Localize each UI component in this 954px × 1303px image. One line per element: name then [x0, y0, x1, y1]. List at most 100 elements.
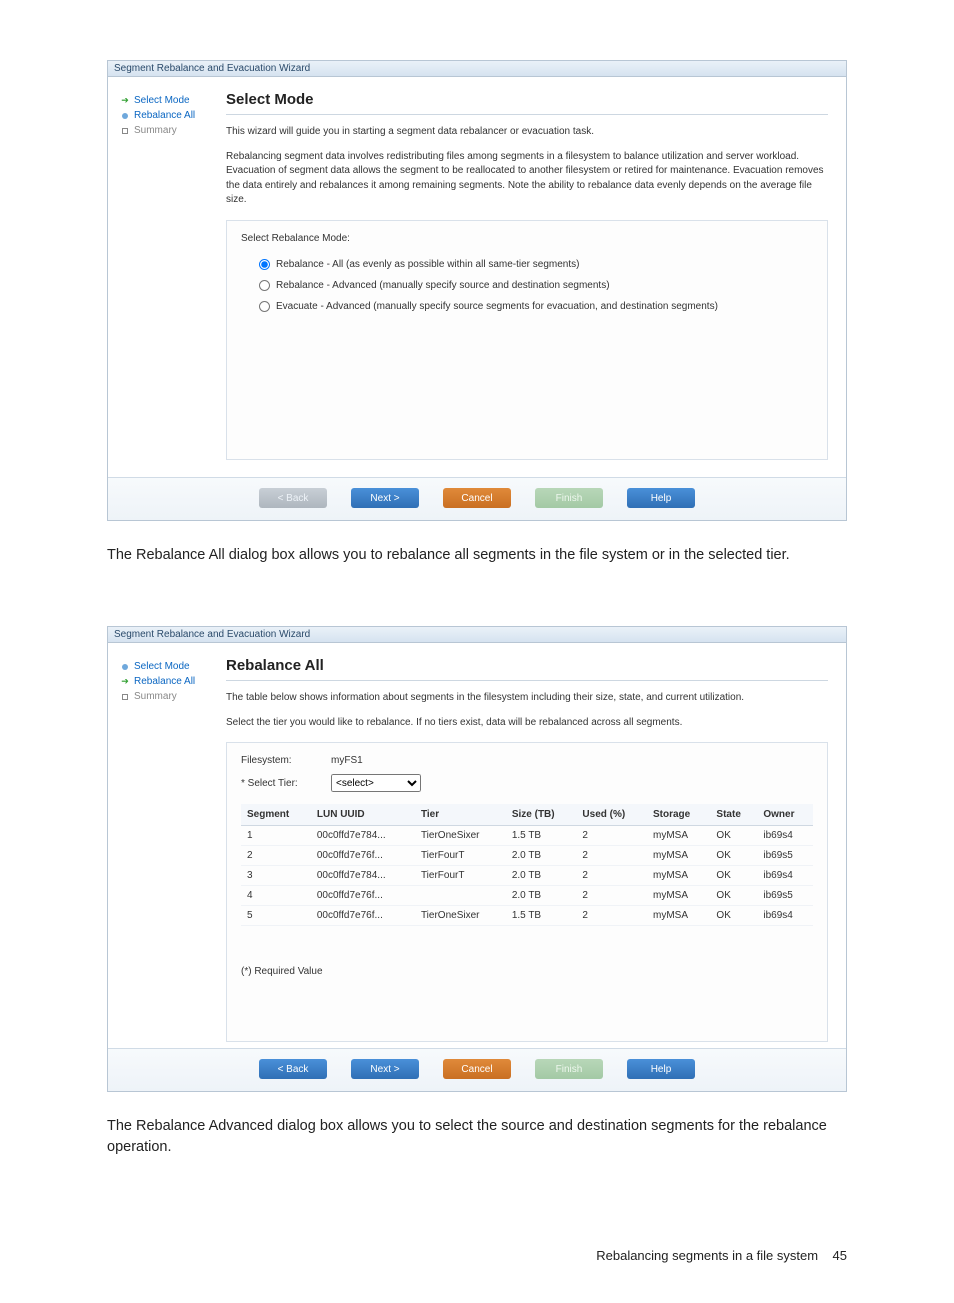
divider [226, 680, 828, 681]
table-cell: 00c0ffd7e76f... [311, 906, 415, 926]
col-lun-uuid[interactable]: LUN UUID [311, 804, 415, 826]
table-cell: 2.0 TB [506, 886, 577, 906]
table-cell: 2.0 TB [506, 866, 577, 886]
table-row[interactable]: 100c0ffd7e784...TierOneSixer1.5 TB2myMSA… [241, 826, 813, 846]
cancel-button[interactable]: Cancel [443, 488, 511, 508]
radio-rebalance-advanced[interactable] [259, 280, 270, 291]
arrow-icon: ➔ [120, 677, 130, 687]
help-button[interactable]: Help [627, 488, 695, 508]
wizard-main: Rebalance All The table below shows info… [226, 643, 846, 1048]
select-tier-dropdown[interactable]: <select> [331, 774, 421, 792]
col-tier[interactable]: Tier [415, 804, 506, 826]
subheading: Select Rebalance Mode: [241, 233, 813, 244]
sidebar-item-rebalance-all[interactable]: Rebalance All [120, 108, 222, 123]
option-rebalance-all[interactable]: Rebalance - All (as evenly as possible w… [241, 254, 813, 275]
box-icon [120, 126, 130, 136]
table-cell: 00c0ffd7e784... [311, 866, 415, 886]
table-cell: OK [710, 866, 757, 886]
table-cell: TierOneSixer [415, 826, 506, 846]
wizard-sidebar: Select Mode ➔ Rebalance All Summary [108, 643, 226, 1048]
finish-button: Finish [535, 1059, 603, 1079]
segments-table: Segment LUN UUID Tier Size (TB) Used (%)… [241, 804, 813, 926]
page-title: Select Mode [226, 91, 828, 108]
wizard-select-mode: Segment Rebalance and Evacuation Wizard … [107, 60, 847, 521]
table-cell: 1.5 TB [506, 906, 577, 926]
arrow-icon: ➔ [120, 96, 130, 106]
table-cell: 2 [576, 886, 647, 906]
table-cell: myMSA [647, 886, 710, 906]
col-owner[interactable]: Owner [757, 804, 813, 826]
table-cell: myMSA [647, 866, 710, 886]
option-evacuate-advanced[interactable]: Evacuate - Advanced (manually specify so… [241, 296, 813, 317]
table-cell: ib69s5 [757, 886, 813, 906]
back-button[interactable]: < Back [259, 1059, 327, 1079]
description-text: Select the tier you would like to rebala… [226, 716, 828, 731]
option-label: Rebalance - All (as evenly as possible w… [276, 259, 579, 270]
sidebar-item-summary[interactable]: Summary [120, 123, 222, 138]
table-cell: 1.5 TB [506, 826, 577, 846]
sidebar-item-label: Select Mode [134, 95, 190, 106]
table-row[interactable]: 200c0ffd7e76f...TierFourT2.0 TB2myMSAOKi… [241, 846, 813, 866]
dot-icon [120, 111, 130, 121]
table-cell: TierFourT [415, 846, 506, 866]
table-cell: OK [710, 886, 757, 906]
radio-evacuate-advanced[interactable] [259, 301, 270, 312]
table-row[interactable]: 300c0ffd7e784...TierFourT2.0 TB2myMSAOKi… [241, 866, 813, 886]
table-header-row: Segment LUN UUID Tier Size (TB) Used (%)… [241, 804, 813, 826]
sidebar-item-label: Summary [134, 691, 177, 702]
table-cell: 5 [241, 906, 311, 926]
col-state[interactable]: State [710, 804, 757, 826]
page-title: Rebalance All [226, 657, 828, 674]
filesystem-value: myFS1 [331, 755, 363, 766]
window-title: Segment Rebalance and Evacuation Wizard [108, 61, 846, 77]
col-size[interactable]: Size (TB) [506, 804, 577, 826]
doc-paragraph: The Rebalance Advanced dialog box allows… [107, 1116, 847, 1158]
button-bar: < Back Next > Cancel Finish Help [108, 1048, 846, 1091]
table-panel: Filesystem: myFS1 * Select Tier: <select… [226, 742, 828, 1042]
required-note: (*) Required Value [241, 966, 813, 977]
table-cell: myMSA [647, 826, 710, 846]
table-cell: 2 [576, 866, 647, 886]
wizard-sidebar: ➔ Select Mode Rebalance All Summary [108, 77, 226, 477]
page-footer: Rebalancing segments in a file system 45 [107, 1248, 847, 1263]
help-button[interactable]: Help [627, 1059, 695, 1079]
table-cell: ib69s4 [757, 826, 813, 846]
option-label: Rebalance - Advanced (manually specify s… [276, 280, 610, 291]
table-cell: 3 [241, 866, 311, 886]
col-storage[interactable]: Storage [647, 804, 710, 826]
box-icon [120, 692, 130, 702]
table-cell: 2 [576, 906, 647, 926]
table-cell: ib69s5 [757, 846, 813, 866]
table-cell: ib69s4 [757, 866, 813, 886]
wizard-main: Select Mode This wizard will guide you i… [226, 77, 846, 477]
next-button[interactable]: Next > [351, 1059, 419, 1079]
filesystem-label: Filesystem: [241, 755, 311, 766]
table-row[interactable]: 400c0ffd7e76f...2.0 TB2myMSAOKib69s5 [241, 886, 813, 906]
col-used[interactable]: Used (%) [576, 804, 647, 826]
option-rebalance-advanced[interactable]: Rebalance - Advanced (manually specify s… [241, 275, 813, 296]
table-cell: 2 [576, 826, 647, 846]
back-button: < Back [259, 488, 327, 508]
option-label: Evacuate - Advanced (manually specify so… [276, 301, 718, 312]
cancel-button[interactable]: Cancel [443, 1059, 511, 1079]
sidebar-item-summary[interactable]: Summary [120, 689, 222, 704]
sidebar-item-select-mode[interactable]: ➔ Select Mode [120, 93, 222, 108]
sidebar-item-label: Select Mode [134, 661, 190, 672]
dot-icon [120, 662, 130, 672]
window-title: Segment Rebalance and Evacuation Wizard [108, 627, 846, 643]
intro-text: This wizard will guide you in starting a… [226, 125, 828, 140]
select-tier-row: * Select Tier: <select> [241, 774, 813, 792]
sidebar-item-select-mode[interactable]: Select Mode [120, 659, 222, 674]
footer-page: 45 [833, 1248, 847, 1263]
footer-label: Rebalancing segments in a file system [596, 1248, 818, 1263]
next-button[interactable]: Next > [351, 488, 419, 508]
table-cell: TierOneSixer [415, 906, 506, 926]
table-cell: 00c0ffd7e76f... [311, 886, 415, 906]
table-cell: 1 [241, 826, 311, 846]
sidebar-item-label: Rebalance All [134, 676, 195, 687]
sidebar-item-rebalance-all[interactable]: ➔ Rebalance All [120, 674, 222, 689]
table-cell: 2 [576, 846, 647, 866]
table-row[interactable]: 500c0ffd7e76f...TierOneSixer1.5 TB2myMSA… [241, 906, 813, 926]
radio-rebalance-all[interactable] [259, 259, 270, 270]
col-segment[interactable]: Segment [241, 804, 311, 826]
